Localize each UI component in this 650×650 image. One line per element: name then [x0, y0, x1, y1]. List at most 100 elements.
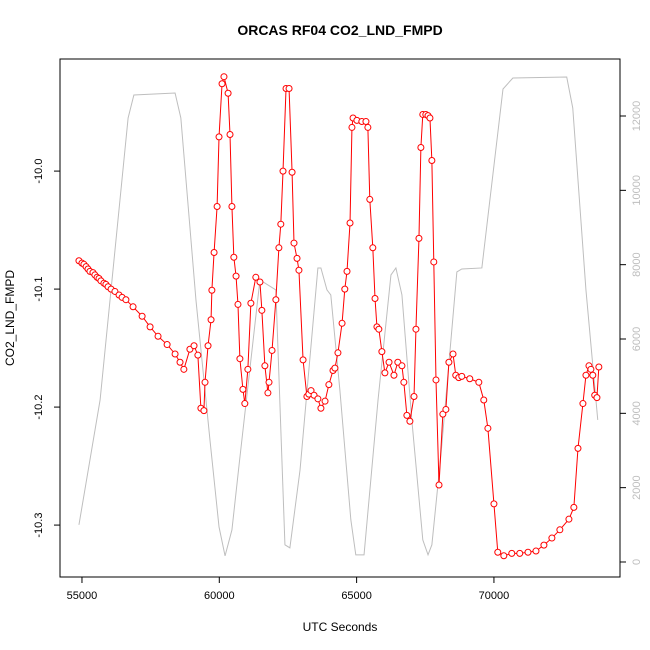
- y2-tick-label: 8000: [631, 252, 643, 276]
- data-point: [480, 396, 488, 404]
- data-point: [244, 365, 252, 373]
- x-tick-label: 65000: [341, 590, 372, 602]
- data-point: [228, 202, 236, 210]
- data-point: [277, 220, 285, 228]
- y2-tick-label: 4000: [631, 401, 643, 425]
- y-tick-label: -10.0: [33, 159, 45, 184]
- x-tick-label: 60000: [204, 590, 235, 602]
- data-point: [466, 375, 474, 383]
- data-point: [369, 244, 377, 252]
- data-point: [200, 407, 208, 415]
- series-line: [78, 74, 600, 557]
- data-point: [500, 552, 508, 560]
- data-point: [484, 424, 492, 432]
- data-point: [321, 397, 329, 405]
- data-point: [241, 400, 249, 408]
- y-tick-label: -10.2: [33, 395, 45, 420]
- data-point: [232, 272, 240, 280]
- data-point: [458, 372, 466, 380]
- data-point: [406, 417, 414, 425]
- data-point: [426, 114, 434, 122]
- data-point: [325, 381, 333, 389]
- data-point: [272, 296, 280, 304]
- y2-tick-label: 10000: [631, 175, 643, 206]
- data-point: [579, 400, 587, 408]
- data-point: [194, 351, 202, 359]
- data-point: [314, 395, 322, 403]
- data-point: [252, 273, 260, 281]
- data-point: [412, 325, 420, 333]
- data-point: [261, 362, 269, 370]
- data-point: [364, 123, 372, 131]
- data-point: [587, 365, 595, 373]
- data-point: [295, 266, 303, 274]
- data-point: [516, 549, 524, 557]
- data-point: [494, 548, 502, 556]
- y-tick-label: -10.3: [33, 513, 45, 538]
- data-point: [375, 325, 383, 333]
- data-point: [190, 342, 198, 350]
- y-tick-label: -10.1: [33, 277, 45, 302]
- data-point: [570, 503, 578, 511]
- data-point: [218, 80, 226, 88]
- data-point: [400, 378, 408, 386]
- data-point: [299, 356, 307, 364]
- data-point: [201, 378, 209, 386]
- data-point: [230, 253, 238, 261]
- data-point: [215, 133, 223, 141]
- data-point: [378, 348, 386, 356]
- y-axis-label: CO2_LND_FMPD: [3, 270, 17, 366]
- data-point: [275, 244, 283, 252]
- data-point: [548, 534, 556, 542]
- data-point: [593, 394, 601, 402]
- data-point: [589, 371, 597, 379]
- data-point: [508, 549, 516, 557]
- y2-tick-label: 12000: [631, 101, 643, 132]
- data-point: [343, 267, 351, 275]
- data-point: [265, 378, 273, 386]
- data-point: [334, 349, 342, 357]
- data-point: [428, 156, 436, 164]
- data-point: [415, 234, 423, 242]
- data-point: [524, 548, 532, 556]
- data-point: [129, 303, 137, 311]
- data-point: [279, 167, 287, 175]
- data-point: [234, 300, 242, 308]
- x-tick-label: 70000: [479, 590, 510, 602]
- data-point: [381, 369, 389, 377]
- data-point: [435, 481, 443, 489]
- data-point: [236, 355, 244, 363]
- data-point: [410, 392, 418, 400]
- data-point: [475, 378, 483, 386]
- data-point: [154, 332, 162, 340]
- data-point: [122, 296, 130, 304]
- data-point: [264, 389, 272, 397]
- data-point: [403, 411, 411, 419]
- data-point: [163, 341, 171, 349]
- data-point: [171, 350, 179, 358]
- data-point: [556, 526, 564, 534]
- x-axis-label: UTC Seconds: [303, 620, 378, 634]
- data-point: [582, 371, 590, 379]
- data-point: [595, 363, 603, 371]
- data-point: [331, 364, 339, 372]
- data-point: [445, 358, 453, 366]
- data-point: [226, 131, 234, 139]
- data-point: [490, 500, 498, 508]
- data-point: [430, 258, 438, 266]
- data-point: [204, 342, 212, 350]
- data-point: [176, 358, 184, 366]
- y2-tick-label: 2000: [631, 475, 643, 499]
- data-point: [239, 385, 247, 393]
- data-point: [285, 84, 293, 92]
- data-point: [398, 362, 406, 370]
- data-point: [268, 346, 276, 354]
- data-point: [213, 202, 221, 210]
- data-point: [207, 316, 215, 324]
- data-point: [256, 278, 264, 286]
- data-point: [293, 254, 301, 262]
- data-point: [138, 312, 146, 320]
- data-point: [346, 219, 354, 227]
